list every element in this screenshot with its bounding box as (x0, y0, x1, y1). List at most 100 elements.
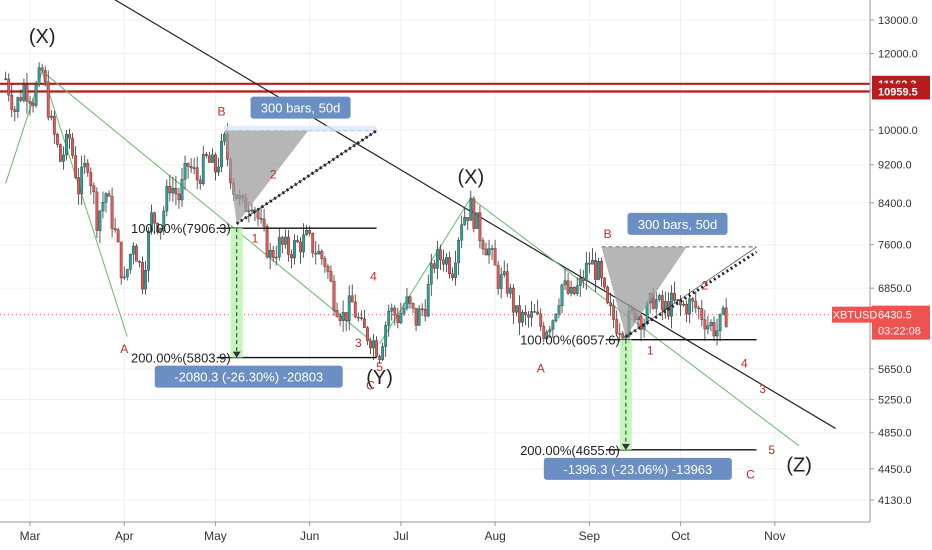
candle (195, 156, 199, 190)
candle-up (657, 295, 661, 300)
candle (423, 299, 427, 322)
candle-up (551, 320, 555, 330)
candle (83, 155, 87, 175)
candle (350, 284, 354, 303)
change-label-text: -2080.3 (-26.30%) -20803 (174, 370, 323, 385)
candle-down (92, 185, 96, 193)
candle (542, 321, 546, 343)
candle (150, 204, 153, 235)
candle (162, 206, 166, 236)
time-tick-label: Jul (393, 529, 408, 543)
candle (332, 275, 336, 317)
candle (502, 260, 506, 278)
trend-line-channel-left-bottom (41, 71, 128, 337)
candle-down (587, 262, 591, 265)
candle (311, 232, 315, 258)
projection-1 (216, 125, 378, 359)
candle-up (34, 84, 38, 106)
candle (657, 293, 661, 303)
candle-up (584, 262, 588, 282)
candle-down (396, 315, 400, 324)
price-tick-label: 4850.0 (878, 428, 912, 440)
candle (31, 98, 35, 113)
candle (375, 336, 378, 358)
candle-down (153, 212, 157, 224)
candle-up (445, 257, 448, 265)
candle-up (283, 236, 287, 245)
wave-label: 4 (741, 356, 748, 370)
candle-up (706, 325, 710, 330)
candle-up (165, 185, 169, 212)
candle-up (293, 240, 296, 259)
candle-down (320, 250, 324, 259)
candle-down (335, 310, 339, 317)
candle (95, 187, 99, 239)
candle (554, 313, 558, 323)
candle-up (591, 260, 594, 265)
candle-down (55, 134, 59, 145)
candle-up (80, 166, 84, 195)
candle-up (435, 249, 439, 269)
candle-down (603, 277, 606, 288)
candle-up (268, 250, 272, 258)
candle (660, 290, 664, 321)
candle-down (77, 177, 81, 195)
candle-up (508, 287, 512, 294)
candle-up (217, 166, 220, 173)
candle (52, 111, 56, 144)
candle-down (594, 260, 597, 280)
candle (591, 248, 594, 265)
time-tick-label: May (204, 529, 227, 543)
candle-down (207, 155, 211, 163)
candle (715, 319, 719, 346)
candle (584, 251, 588, 290)
wave-label: 3 (759, 382, 766, 396)
candle (466, 217, 470, 230)
candle (530, 301, 534, 327)
wave-label: C (746, 467, 755, 481)
candle (250, 203, 254, 215)
candle (359, 310, 363, 321)
candle-down (493, 248, 497, 266)
candle (28, 95, 32, 116)
candle (107, 190, 111, 197)
candle-up (521, 312, 524, 323)
candle (217, 157, 220, 176)
candle-down (204, 153, 208, 156)
time-tick-label: Oct (671, 529, 690, 543)
candle (414, 307, 418, 332)
candle-up (220, 140, 223, 168)
candle (700, 299, 704, 327)
candle-down (600, 261, 603, 279)
candle-up (563, 280, 567, 286)
wave-label: C (366, 378, 375, 392)
wave-label: (X) (29, 26, 56, 48)
candle-down (28, 101, 32, 104)
wave-label: A (537, 362, 545, 376)
candle (131, 242, 135, 265)
candle-down (299, 241, 302, 253)
candle-down (323, 258, 327, 267)
candle-down (703, 319, 707, 330)
candle (344, 312, 348, 332)
candle (408, 295, 412, 310)
candle-down (621, 333, 625, 339)
candle (183, 155, 187, 190)
candle (101, 191, 105, 219)
wave-label: 3 (355, 336, 362, 350)
candle-down (369, 340, 372, 349)
candle (287, 230, 290, 262)
candle-down (442, 259, 445, 265)
candle-up (381, 346, 385, 360)
candle-up (575, 285, 579, 294)
candle-down (505, 271, 509, 294)
candle-down (691, 298, 695, 302)
candle (314, 240, 318, 265)
candle (49, 110, 53, 121)
candle-down (110, 196, 114, 229)
candle (709, 319, 713, 332)
candle-down (712, 322, 716, 337)
candle (19, 89, 23, 103)
candle-up (384, 325, 388, 347)
